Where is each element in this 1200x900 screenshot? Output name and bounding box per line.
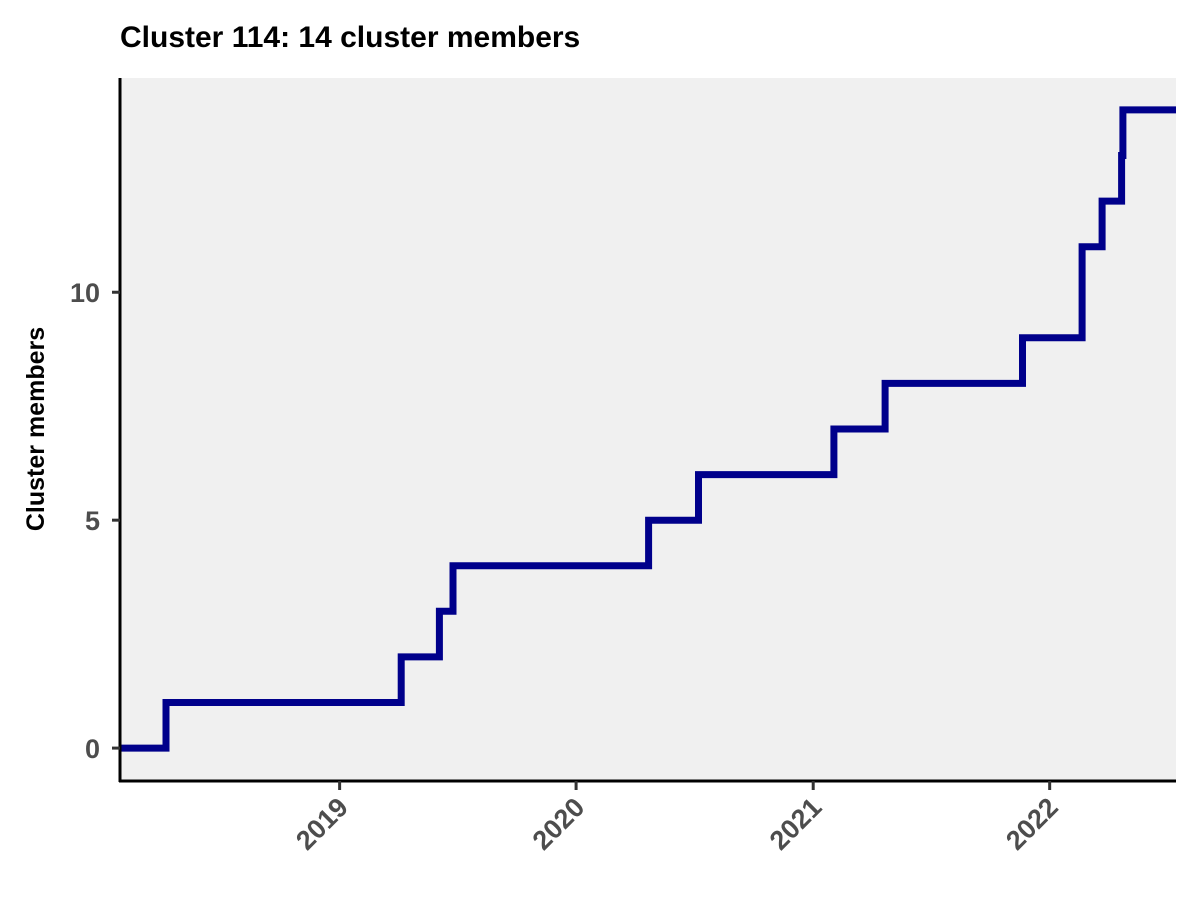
y-axis-ticks: 0 5 10 [70, 278, 120, 764]
x-tick-label-2020: 2020 [527, 792, 591, 856]
x-tick-label-2021: 2021 [764, 792, 828, 856]
y-axis-label: Cluster members [22, 327, 50, 531]
y-tick-label-5: 5 [85, 506, 100, 536]
plot-panel [120, 78, 1176, 780]
x-axis-ticks: 2019 2020 2021 2022 [290, 781, 1064, 856]
chart-title: Cluster 114: 14 cluster members [120, 21, 580, 54]
chart-marks [120, 106, 1176, 752]
x-tick-label-2022: 2022 [1000, 792, 1064, 856]
y-tick-label-0: 0 [85, 734, 100, 764]
y-tick-label-10: 10 [70, 278, 100, 308]
series-line-0 [120, 106, 1176, 752]
x-tick-label-2019: 2019 [290, 792, 354, 856]
